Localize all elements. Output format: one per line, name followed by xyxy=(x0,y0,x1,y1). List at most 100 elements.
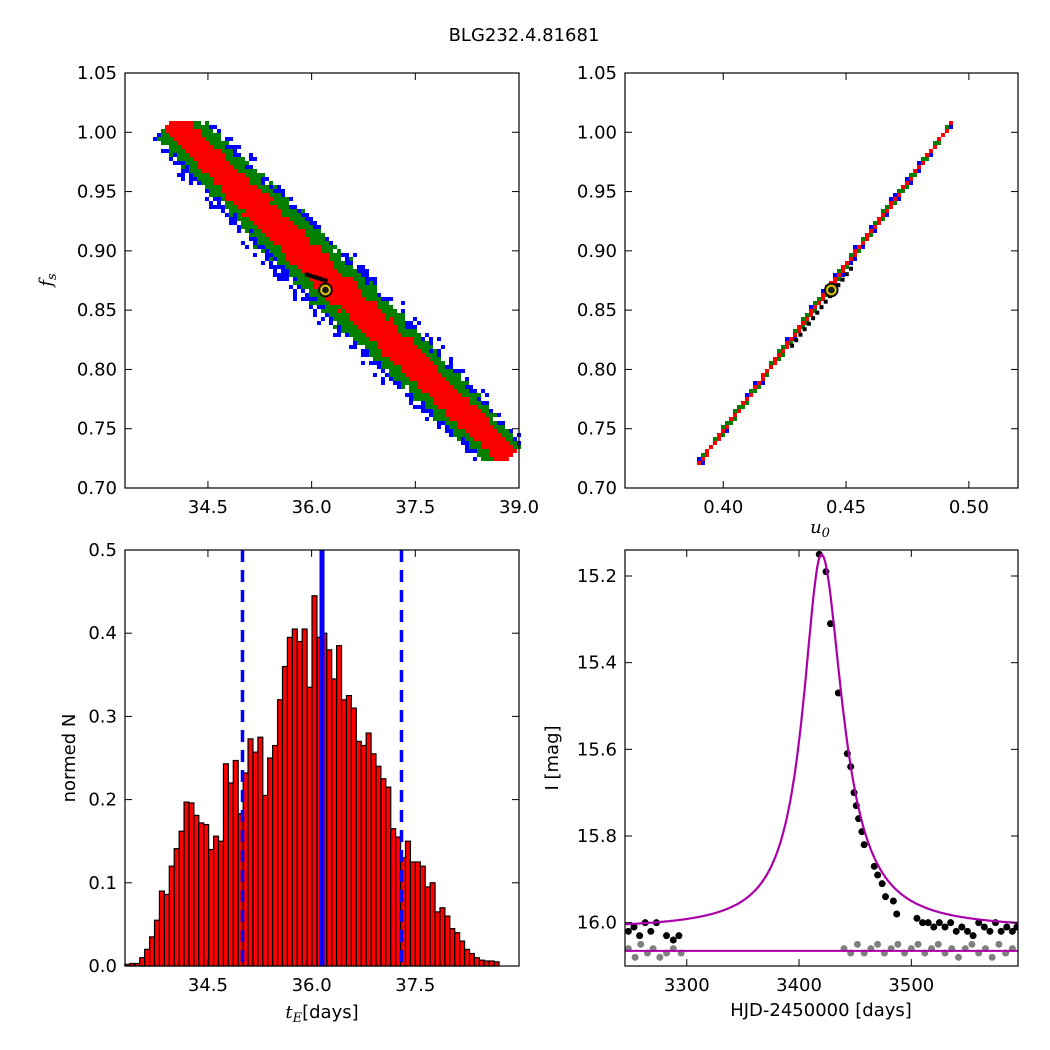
region-cell-outer xyxy=(429,337,433,341)
region-cell-middle xyxy=(361,333,365,337)
region-cell-middle xyxy=(365,285,369,289)
region-cell-inner xyxy=(457,413,461,417)
region-cell-middle xyxy=(169,145,173,149)
region-cell-inner xyxy=(185,141,189,145)
region-cell-inner xyxy=(413,361,417,365)
region-cell-middle xyxy=(385,305,389,309)
region-cell-middle xyxy=(165,141,169,145)
region-cell-inner xyxy=(489,441,493,445)
best-fit-marker-inner xyxy=(320,284,331,295)
region-cell-outer xyxy=(189,177,193,181)
region-cell-inner xyxy=(921,161,925,165)
region-cell-inner xyxy=(213,177,217,181)
region-cell-middle xyxy=(209,193,213,197)
region-cell-middle xyxy=(733,417,737,421)
region-cell-middle xyxy=(469,445,473,449)
region-cell-inner xyxy=(405,361,409,365)
region-cell-inner xyxy=(417,373,421,377)
region-cell-outer xyxy=(365,349,369,353)
region-cell-inner xyxy=(165,129,169,133)
x-tick-label: 0.50 xyxy=(949,497,989,518)
region-cell-middle xyxy=(285,213,289,217)
region-cell-inner xyxy=(317,261,321,265)
region-cell-inner xyxy=(305,261,309,265)
histogram-bar xyxy=(365,732,372,967)
region-cell-middle xyxy=(477,449,481,453)
region-cell-inner xyxy=(333,297,337,301)
region-cell-outer xyxy=(261,261,265,265)
region-cell-inner xyxy=(301,253,305,257)
region-cell-inner xyxy=(361,317,365,321)
region-cell-middle xyxy=(461,433,465,437)
region-cell-middle xyxy=(389,305,393,309)
region-cell-inner xyxy=(205,157,209,161)
data-point xyxy=(986,927,994,935)
region-cell-outer xyxy=(297,209,301,213)
region-cell-middle xyxy=(217,133,221,137)
region-cell-inner xyxy=(337,273,341,277)
region-cell-inner xyxy=(181,141,185,145)
region-cell-inner xyxy=(249,213,253,217)
region-cell-inner xyxy=(373,321,377,325)
region-cell-inner xyxy=(477,413,481,417)
region-cell-middle xyxy=(461,385,465,389)
region-cell-middle xyxy=(901,189,905,193)
region-cell-middle xyxy=(265,241,269,245)
region-cell-inner xyxy=(457,397,461,401)
region-cell-middle xyxy=(377,297,381,301)
region-cell-inner xyxy=(329,281,333,285)
data-point xyxy=(882,893,890,901)
region-cell-middle xyxy=(397,365,401,369)
region-cell-inner xyxy=(281,221,285,225)
region-cell-inner xyxy=(181,145,185,149)
region-cell-inner xyxy=(389,349,393,353)
region-cell-outer xyxy=(217,197,221,201)
region-cell-outer xyxy=(313,297,317,301)
region-cell-middle xyxy=(433,413,437,417)
region-cell-inner xyxy=(485,433,489,437)
region-cell-middle xyxy=(357,281,361,285)
region-cell-middle xyxy=(313,233,317,237)
region-cell-inner xyxy=(405,373,409,377)
region-cell-inner xyxy=(373,305,377,309)
region-cell-inner xyxy=(313,261,317,265)
region-cell-inner xyxy=(437,393,441,397)
y-tick-label: 0.75 xyxy=(577,419,617,440)
region-cell-middle xyxy=(381,305,385,309)
region-cell-middle xyxy=(341,269,345,273)
region-cell-outer xyxy=(361,349,365,353)
region-cell-middle xyxy=(321,241,325,245)
region-cell-inner xyxy=(177,125,181,129)
region-cell-inner xyxy=(197,145,201,149)
region-cell-middle xyxy=(349,325,353,329)
region-cell-inner xyxy=(469,429,473,433)
region-cell-outer xyxy=(301,213,305,217)
region-cell-middle xyxy=(813,301,817,305)
region-cell-outer xyxy=(437,349,441,353)
region-cell-inner xyxy=(173,133,177,137)
region-cell-inner xyxy=(357,325,361,329)
region-cell-inner xyxy=(817,301,821,305)
region-cell-inner xyxy=(209,149,213,153)
region-cell-middle xyxy=(777,357,781,361)
region-cell-middle xyxy=(373,357,377,361)
region-cell-inner xyxy=(373,333,377,337)
region-cell-outer xyxy=(353,253,357,257)
region-cell-inner xyxy=(277,237,281,241)
region-cell-inner xyxy=(289,237,293,241)
region-cell-inner xyxy=(369,313,373,317)
region-cell-outer xyxy=(269,265,273,269)
region-cell-middle xyxy=(441,417,445,421)
region-cell-outer xyxy=(313,221,317,225)
region-cell-inner xyxy=(333,269,337,273)
region-cell-middle xyxy=(241,217,245,221)
region-cell-inner xyxy=(341,301,345,305)
region-cell-middle xyxy=(341,329,345,333)
region-cell-middle xyxy=(425,353,429,357)
histogram-bar xyxy=(370,753,377,967)
region-cell-inner xyxy=(349,301,353,305)
region-cell-middle xyxy=(241,157,245,161)
region-cell-outer xyxy=(237,145,241,149)
region-cell-inner xyxy=(221,165,225,169)
region-cell-middle xyxy=(369,281,373,285)
